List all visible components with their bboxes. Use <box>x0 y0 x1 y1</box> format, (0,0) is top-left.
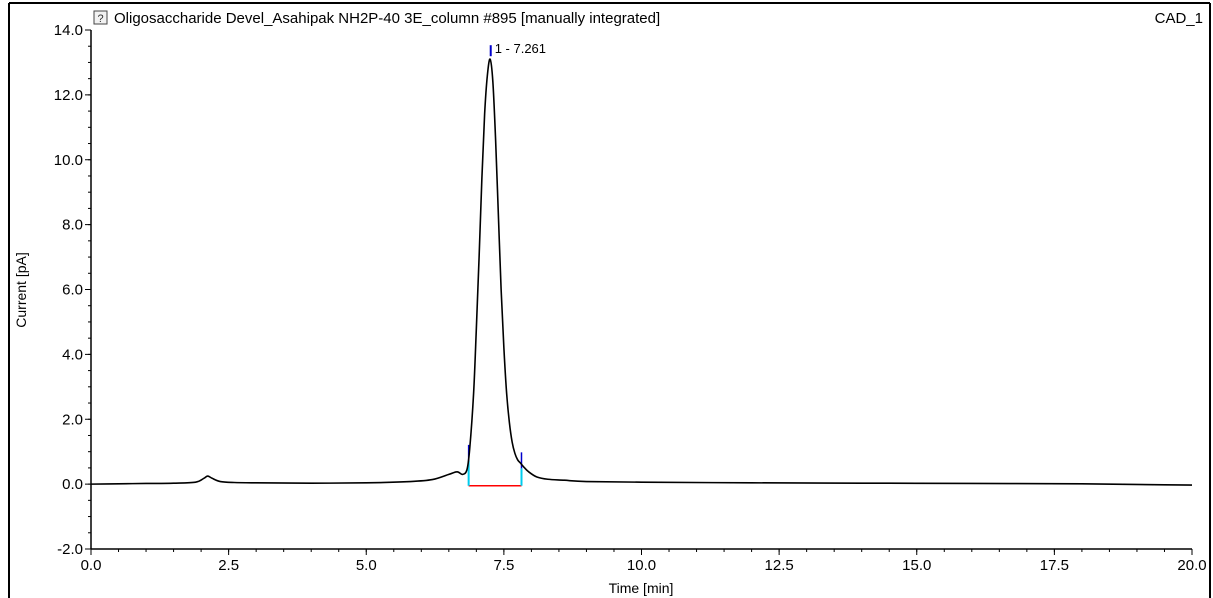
x-tick-label: 0.0 <box>81 557 102 574</box>
chromatogram-trace <box>90 58 1193 486</box>
svg-text:?: ? <box>97 13 103 25</box>
y-tick-label: 12.0 <box>54 87 83 104</box>
chart-title: Oligosaccharide Devel_Asahipak NH2P-40 3… <box>114 10 660 27</box>
peak-label: 1 - 7.261 <box>495 41 546 56</box>
x-tick-label: 17.5 <box>1040 557 1069 574</box>
question-mark-icon[interactable]: ? <box>93 10 108 25</box>
y-tick-label: 0.0 <box>62 476 83 493</box>
channel-label: CAD_1 <box>1155 10 1203 27</box>
x-tick-label: 10.0 <box>627 557 656 574</box>
y-tick-label: 6.0 <box>62 282 83 299</box>
y-tick-label: 4.0 <box>62 346 83 363</box>
x-tick-label: 20.0 <box>1177 557 1206 574</box>
x-tick-label: 15.0 <box>902 557 931 574</box>
x-tick-label: 7.5 <box>493 557 514 574</box>
y-tick-label: 14.0 <box>54 22 83 39</box>
y-tick-label: 2.0 <box>62 411 83 428</box>
x-tick-label: 5.0 <box>356 557 377 574</box>
x-tick-label: 2.5 <box>218 557 239 574</box>
x-tick-label: 12.5 <box>765 557 794 574</box>
y-tick-label: 8.0 <box>62 217 83 234</box>
y-tick-label: 10.0 <box>54 152 83 169</box>
x-axis-title: Time [min] <box>609 580 674 596</box>
y-tick-label: -2.0 <box>57 541 83 558</box>
y-axis-title: Current [pA] <box>13 252 29 327</box>
